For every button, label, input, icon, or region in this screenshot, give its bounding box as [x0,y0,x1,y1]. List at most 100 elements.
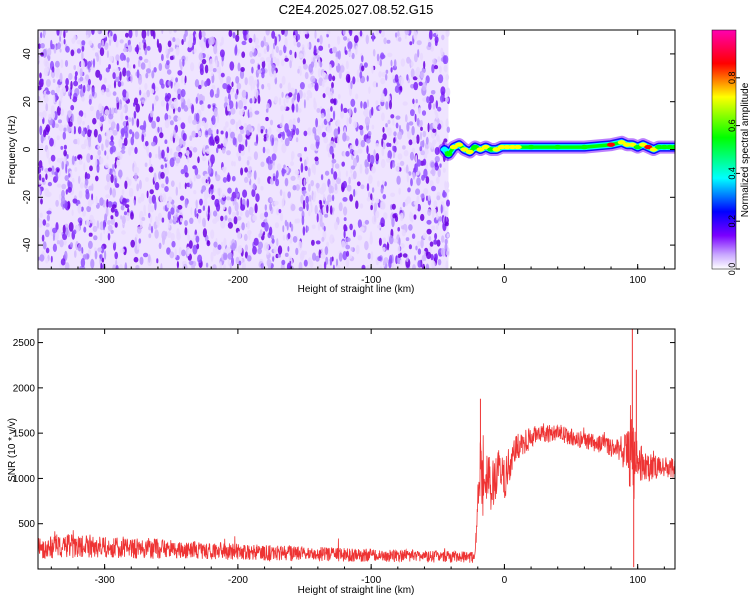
noise-speckle-dot [160,164,164,170]
noise-speckle-dot [40,32,43,39]
noise-speckle-dot [201,120,206,127]
noise-speckle-dot [150,205,154,213]
noise-speckle-dot [164,231,168,237]
noise-speckle-dot [39,125,43,136]
noise-speckle-dot [378,237,382,246]
noise-speckle-dot [257,64,261,70]
noise-speckle-dot [193,175,196,182]
noise-speckle-dot [385,101,389,110]
noise-speckle-dot [367,130,372,137]
noise-speckle-dot [437,259,442,266]
noise-speckle-dot [130,74,133,83]
noise-speckle-dot [224,96,228,103]
noise-speckle-dot [96,109,100,120]
noise-speckle-dot [192,147,198,153]
noise-speckle-dot [172,37,176,43]
noise-speckle-dot [435,30,438,36]
noise-speckle-dot [181,55,186,62]
noise-speckle-dot [187,154,190,163]
noise-speckle-dot [410,109,415,117]
noise-speckle-dot [63,239,67,246]
noise-speckle-dot [215,174,221,182]
noise-speckle-dot [397,162,400,168]
snr-x-tick-label: -100 [361,575,381,586]
noise-speckle-dot [368,86,371,94]
noise-speckle-dot [328,260,330,265]
noise-speckle-dot [382,126,385,133]
noise-speckle-dot [82,210,86,217]
noise-speckle-dot [292,129,296,136]
noise-speckle-dot [207,213,210,220]
spectrogram-y-label: Frequency (Hz) [7,116,18,185]
noise-speckle-dot [220,130,224,135]
noise-speckle-dot [141,30,147,40]
snr-x-tick-label: -300 [95,575,115,586]
noise-speckle-dot [434,40,438,47]
noise-speckle-dot [110,31,113,37]
noise-speckle-dot [99,233,103,241]
noise-speckle-dot [216,87,220,97]
noise-speckle-dot [211,71,214,77]
noise-speckle-dot [319,264,323,269]
noise-speckle-dot [342,197,348,202]
noise-speckle-dot [237,62,241,72]
noise-speckle-dot [79,220,83,226]
noise-speckle-dot [173,30,177,33]
noise-speckle-dot [46,210,52,215]
noise-speckle-dot [397,245,401,254]
noise-speckle-dot [206,54,210,62]
noise-speckle-dot [247,124,252,131]
noise-speckle-dot [265,30,270,36]
noise-speckle-dot [359,71,363,79]
noise-speckle-dot [156,258,159,264]
noise-speckle-dot [328,91,334,100]
noise-speckle-dot [308,210,311,217]
noise-speckle-dot [161,217,165,223]
noise-speckle-dot [429,241,434,247]
noise-speckle-dot [181,39,184,45]
noise-speckle-dot [309,260,314,268]
noise-speckle-dot [423,253,427,262]
noise-speckle-dot [58,193,62,201]
noise-speckle-dot [306,226,310,232]
noise-speckle-dot [138,238,142,244]
noise-speckle-dot [179,195,185,201]
noise-speckle-dot [139,256,144,265]
noise-speckle-dot [326,108,331,113]
noise-speckle-dot [297,240,303,251]
noise-speckle-dot [150,116,153,122]
noise-speckle-dot [71,177,75,183]
noise-speckle-dot [204,64,209,74]
noise-speckle-dot [273,246,278,255]
noise-speckle-dot [137,75,143,85]
noise-speckle-dot [113,242,117,248]
noise-speckle-dot [194,167,199,176]
noise-speckle-dot [332,264,335,269]
noise-speckle-dot [214,111,217,118]
noise-speckle-dot [406,56,411,64]
noise-speckle-dot [387,150,393,160]
noise-speckle-dot [107,201,113,208]
noise-speckle-dot [125,204,130,209]
noise-speckle-dot [88,98,92,105]
noise-speckle-dot [398,76,404,86]
noise-speckle-dot [38,95,41,102]
noise-speckle-dot [190,62,195,72]
noise-speckle-dot [74,71,78,77]
noise-speckle-dot [290,175,296,181]
noise-speckle-dot [375,82,378,88]
noise-speckle-dot [416,177,421,186]
noise-speckle-dot [319,61,323,68]
noise-speckle-dot [326,30,331,35]
noise-speckle-dot [187,115,192,124]
noise-speckle-dot [438,65,442,74]
noise-speckle-dot [106,50,109,58]
noise-speckle-dot [101,143,104,151]
noise-speckle-dot [303,63,308,70]
noise-speckle-dot [297,68,300,74]
noise-speckle-dot [46,214,51,222]
noise-speckle-dot [257,247,262,255]
noise-speckle-dot [184,75,187,84]
noise-speckle-dot [191,130,196,138]
noise-speckle-dot [208,187,211,195]
